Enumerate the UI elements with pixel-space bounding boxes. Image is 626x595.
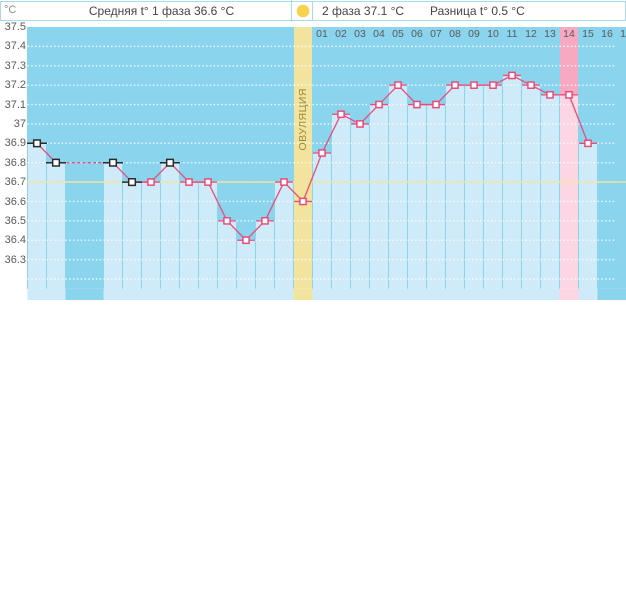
svg-text:13: 13	[544, 28, 556, 40]
svg-text:06: 06	[411, 28, 423, 40]
svg-text:02: 02	[335, 28, 347, 40]
svg-text:12: 12	[525, 28, 537, 40]
svg-text:07: 07	[430, 28, 442, 40]
svg-text:01: 01	[316, 28, 328, 40]
svg-text:04: 04	[373, 28, 385, 40]
svg-text:10: 10	[487, 28, 499, 40]
svg-text:05: 05	[392, 28, 404, 40]
svg-text:17: 17	[620, 28, 626, 40]
svg-text:15: 15	[582, 28, 594, 40]
svg-text:16: 16	[601, 28, 613, 40]
svg-text:14: 14	[563, 28, 575, 40]
svg-text:11: 11	[507, 28, 518, 40]
svg-text:08: 08	[449, 28, 461, 40]
svg-text:03: 03	[354, 28, 366, 40]
svg-text:09: 09	[468, 28, 480, 40]
